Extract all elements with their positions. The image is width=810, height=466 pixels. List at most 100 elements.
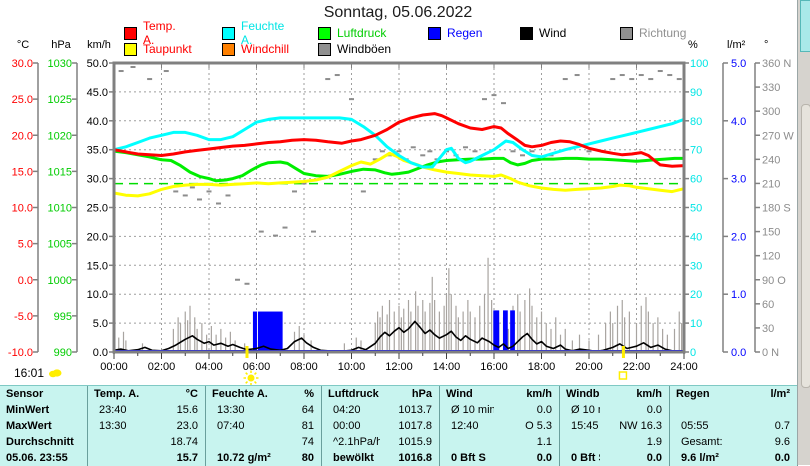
table-cell-info: Wind [446, 388, 473, 400]
table-cell-info: Feuchte A. [212, 388, 268, 400]
table-cell: 9.6 l/m² 0.0 [670, 450, 798, 466]
table-cell-info: 00:00 [333, 420, 361, 432]
sunset-square-icon [618, 371, 628, 380]
table-cell-info: 13:30 [99, 420, 127, 432]
table-cell-info: 07:40 [217, 420, 245, 432]
table-cell-info: 15:45 [571, 420, 599, 432]
table-cell-info: 0 Bft S [451, 452, 486, 464]
legend-label-direction: Richtung [639, 26, 687, 40]
table-cell-value: 0.0 [646, 452, 662, 464]
series-line-pressure [112, 149, 686, 183]
axis-unit-rain: l/m² [727, 39, 746, 51]
table-cell-value: 1013.7 [398, 404, 432, 416]
table-header-row: Sensor Temp. A. °C Feuchte A.% Luftdruck hPa W… [0, 386, 798, 402]
rain-tick-label: 0.0 [731, 347, 746, 359]
sunshine-duration: 16:01 [14, 366, 62, 380]
table-cell: 04:20 1013.7 [322, 402, 440, 418]
rain-tick-label: 5.0 [731, 58, 746, 70]
table-cell: 13:30 23.0 [88, 418, 206, 434]
table-cell-info: 12:40 [451, 420, 479, 432]
table-cell-value: 1017.8 [398, 420, 432, 432]
rain-tick-label: 4.0 [731, 116, 746, 128]
direction-tick-label: 210 [762, 178, 780, 190]
pressure-tick-label: 1000 [48, 275, 72, 287]
humidity-tick-label: 20 [690, 289, 702, 301]
table-cell: bewölkt 1016.8 [322, 450, 440, 466]
table-cell-info [440, 434, 494, 450]
table-cell-value: 9.6 [774, 436, 790, 448]
table-cell-value: 1.9 [646, 436, 662, 448]
legend-item-humidity: Feuchte A. [222, 19, 284, 47]
scrollbar-thumb[interactable] [801, 104, 810, 388]
direction-tick-label: 300 [762, 106, 780, 118]
wind-tick-label: 20.0 [87, 231, 108, 243]
table-cell-info: bewölkt [333, 452, 374, 464]
legend-swatch-dewpoint [124, 42, 137, 56]
direction-tick-label: 360 N [762, 58, 791, 70]
wind-tick-label: 35.0 [87, 145, 108, 157]
table-cell-value: km/h [636, 388, 662, 400]
table-cell-info [206, 434, 276, 450]
sunrise-sun-icon [243, 370, 259, 385]
table-cell-info: Ø 10 min. [451, 404, 494, 416]
sunshine-duration-value: 16:01 [14, 366, 45, 380]
x-tick-label: 16:00 [480, 361, 508, 373]
x-tick-label: 22:00 [623, 361, 651, 373]
humidity-tick-label: 50 [690, 203, 702, 215]
table-cell: 74 [206, 434, 322, 450]
table-cell-value: 0.7 [774, 420, 790, 432]
table-cell-info [88, 434, 150, 450]
x-tick-label: 04:00 [195, 361, 223, 373]
rain-series [252, 310, 515, 352]
legend-swatch-pressure [318, 26, 331, 40]
table-cell-value: 1015.9 [398, 436, 432, 448]
temp-tick-label: 15.0 [12, 166, 33, 178]
x-tick-label: 08:00 [290, 361, 318, 373]
table-cell-info: Ø 10 min. [571, 404, 600, 416]
table-cell: 23:40 15.6 [88, 402, 206, 418]
legend-label-windchill: Windchill [241, 42, 290, 56]
table-cell-info: Gesamt: [681, 436, 723, 448]
legend-label-rain: Regen [447, 26, 483, 40]
table-cell-info: 13:30 [217, 404, 245, 416]
table-cell-info: 04:20 [333, 404, 361, 416]
temp-tick-label: 20.0 [12, 130, 33, 142]
x-tick-label: 02:00 [148, 361, 176, 373]
table-cell [670, 402, 798, 418]
legend-label-temp: Temp. A. [143, 19, 176, 47]
direction-tick-label: 180 S [762, 203, 791, 215]
rain-tick-label: 2.0 [731, 231, 746, 243]
table-cell: Ø 10 min. 0.0 [560, 402, 670, 418]
table-cell-value: 0.0 [536, 452, 552, 464]
background-window-accent [800, 0, 810, 52]
axis-unit-temp: °C [16, 39, 30, 51]
table-cell-value: 0.0 [536, 404, 552, 416]
humidity-tick-label: 10 [690, 318, 702, 330]
wind-tick-label: 15.0 [87, 260, 108, 272]
direction-tick-label: 240 [762, 154, 780, 166]
table-cell: 05:55 0.7 [670, 418, 798, 434]
table-row: Durchschnitt 18.74 74 ^2.1hPa/h 1015.9 1.1 1.9… [0, 434, 798, 450]
table-cell-info [88, 450, 150, 466]
humidity-tick-label: 60 [690, 174, 702, 186]
table-cell-value: 80 [301, 452, 314, 464]
table-cell-info: 0 Bft S [571, 452, 600, 464]
table-cell: 13:30 64 [206, 402, 322, 418]
legend-item-direction: Richtung [620, 26, 686, 40]
table-cell: 00:00 1017.8 [322, 418, 440, 434]
table-cell-value [742, 402, 797, 418]
legend-swatch-direction [620, 26, 633, 40]
pressure-tick-label: 1010 [48, 203, 72, 215]
temp-tick-label: 10.0 [12, 203, 33, 215]
x-tick-label: 12:00 [385, 361, 413, 373]
table-cell: Ø 10 min. 0.0 [440, 402, 560, 418]
humidity-tick-label: 90 [690, 87, 702, 99]
wind-tick-label: 5.0 [93, 318, 108, 330]
x-tick-label: 10:00 [338, 361, 366, 373]
gusts-series [118, 257, 683, 352]
table-cell: 0 Bft S 0.0 [440, 450, 560, 466]
legend-item-windchill: Windchill [222, 42, 289, 56]
weather-plot: 00:00 02:00 04:00 06:00 08:00 10:00 12:00 14:00… [8, 58, 794, 385]
wind-tick-label: 45.0 [87, 87, 108, 99]
legend-label-humidity: Feuchte A. [241, 19, 285, 47]
